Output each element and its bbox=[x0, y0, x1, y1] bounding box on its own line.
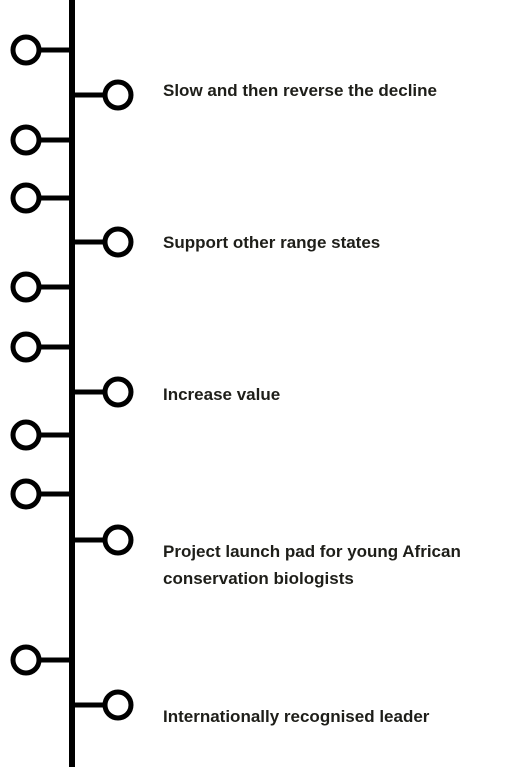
milestone-label: Support other range states bbox=[163, 229, 380, 256]
left-nodes bbox=[10, 34, 72, 676]
label-line: Project launch pad for young African bbox=[163, 542, 461, 561]
milestone-label: Internationally recognised leader bbox=[163, 703, 429, 730]
milestone-label: Slow and then reverse the decline bbox=[163, 77, 437, 104]
right-nodes bbox=[72, 79, 134, 721]
label-line: conservation biologists bbox=[163, 569, 354, 588]
label-line: Slow and then reverse the decline bbox=[163, 81, 437, 100]
label-line: Internationally recognised leader bbox=[163, 707, 430, 726]
milestone-label: Increase value bbox=[163, 381, 280, 408]
label-line: Support other range states bbox=[163, 233, 381, 252]
milestone-label: Project launch pad for young African cons… bbox=[163, 538, 461, 592]
label-line: Increase value bbox=[163, 385, 281, 404]
